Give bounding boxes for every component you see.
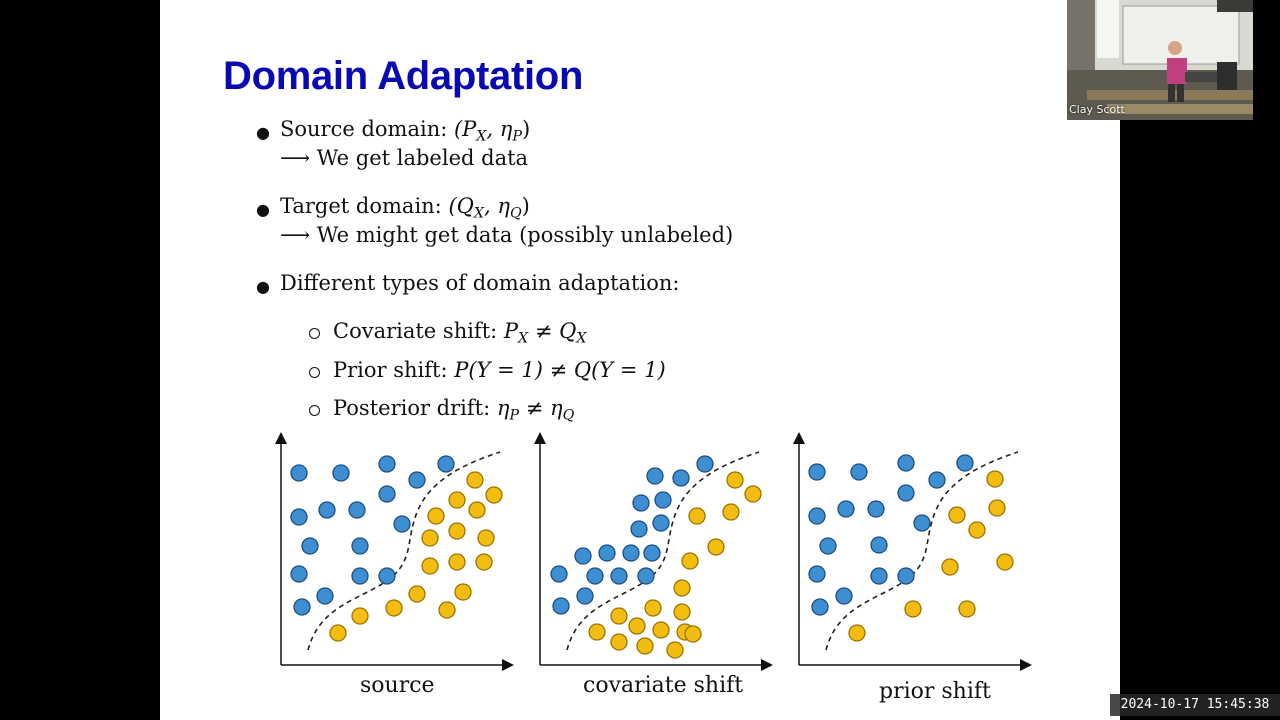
webcam-video bbox=[1067, 0, 1253, 120]
yellow-points bbox=[588, 471, 762, 659]
sub-bullet-circle bbox=[309, 328, 320, 339]
bullet-source-domain: Source domain: (PX, ηP) bbox=[280, 117, 531, 145]
sub-bullet-circle bbox=[309, 405, 320, 416]
sub-bullet-prior-shift: Prior shift: P(Y = 1) ≠ Q(Y = 1) bbox=[333, 358, 666, 382]
participant-name: Clay Scott bbox=[1069, 103, 1125, 116]
bullet-dot: ● bbox=[256, 277, 270, 296]
domain-shift-illustration bbox=[275, 432, 1032, 671]
blue-points bbox=[808, 454, 974, 616]
yellow-points bbox=[329, 471, 503, 642]
bullet-dot: ● bbox=[256, 123, 270, 142]
decision-boundary bbox=[307, 451, 501, 651]
sub-bullet-covariate-shift: Covariate shift: PX ≠ QX bbox=[333, 319, 587, 347]
bullet-source-subline: ⟶ We get labeled data bbox=[280, 146, 529, 170]
bullet-target-subline: ⟶ We might get data (possibly unlabeled) bbox=[280, 223, 734, 247]
slide: Domain Adaptation ● Source domain: (PX, … bbox=[160, 0, 1120, 720]
webcam-thumbnail[interactable]: Clay Scott bbox=[1067, 0, 1253, 120]
sub-bullet-posterior-drift: Posterior drift: ηP ≠ ηQ bbox=[333, 396, 575, 424]
sub-bullet-circle bbox=[309, 367, 320, 378]
panel-covariate-shift bbox=[534, 432, 773, 671]
blue-points bbox=[290, 455, 455, 616]
slide-title: Domain Adaptation bbox=[223, 54, 584, 98]
caption-source: source bbox=[360, 673, 435, 698]
bullet-types: Different types of domain adaptation: bbox=[280, 271, 680, 295]
decision-boundary bbox=[566, 451, 760, 651]
arrow-icon: ⟶ bbox=[280, 223, 311, 247]
bullet-target-domain: Target domain: (QX, ηQ) bbox=[280, 194, 530, 222]
blue-points bbox=[550, 455, 714, 615]
arrow-icon: ⟶ bbox=[280, 146, 311, 170]
caption-prior-shift: prior shift bbox=[879, 679, 991, 704]
yellow-points bbox=[848, 470, 1014, 642]
caption-covariate-shift: covariate shift bbox=[583, 673, 744, 698]
recording-timestamp: 2024-10-17 15:45:38 bbox=[1110, 694, 1280, 716]
bullet-dot: ● bbox=[256, 200, 270, 219]
panel-prior-shift bbox=[793, 432, 1032, 671]
panel-source bbox=[275, 432, 514, 671]
decision-boundary bbox=[825, 451, 1019, 651]
